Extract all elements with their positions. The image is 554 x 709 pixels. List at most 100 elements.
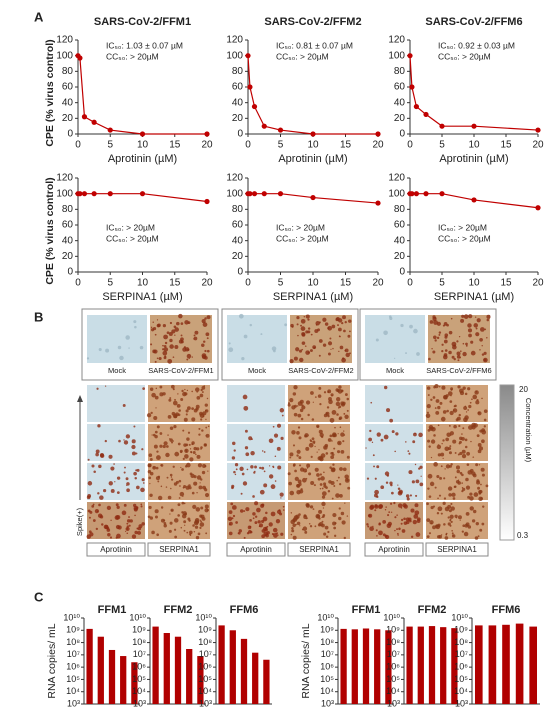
stain (177, 514, 180, 517)
micrograph (227, 424, 285, 461)
x-tick-label: 20 (372, 140, 384, 151)
stain (338, 416, 343, 420)
stain (325, 535, 329, 538)
stain (486, 337, 488, 339)
stain (400, 507, 403, 509)
bar (131, 662, 138, 704)
stain (316, 425, 319, 428)
stain (191, 491, 195, 495)
stain (346, 397, 350, 401)
x-tick-label: 10 (307, 140, 319, 151)
stain (141, 448, 144, 451)
stain (330, 480, 335, 486)
stain (196, 475, 202, 480)
stain (203, 443, 208, 447)
stain (193, 446, 197, 451)
point (471, 197, 477, 203)
stain (228, 510, 233, 514)
y-tick-label: 10⁴ (320, 686, 334, 696)
stain (385, 506, 387, 508)
stain (415, 494, 418, 497)
point (413, 103, 419, 110)
stain (93, 470, 96, 474)
column-label: Aprotinin (240, 545, 272, 554)
stain (344, 393, 348, 396)
stain (477, 411, 480, 414)
stain (298, 482, 302, 486)
stain (115, 515, 121, 520)
stain (486, 314, 491, 319)
stain (171, 411, 176, 416)
stain (266, 531, 270, 535)
y-tick-label: 10⁹ (132, 625, 146, 635)
stain (309, 439, 312, 442)
stain (148, 453, 153, 457)
point (91, 119, 97, 125)
stain (323, 471, 325, 474)
stain (160, 485, 163, 488)
stain (435, 410, 440, 415)
stain (166, 476, 169, 479)
y-axis-label: RNA copies/ mL (46, 623, 58, 698)
x-tick-label: 20 (201, 278, 213, 289)
y-tick-label: 20 (62, 251, 74, 262)
stain (469, 506, 474, 511)
stain (452, 497, 456, 500)
stain (336, 450, 341, 454)
stain (116, 518, 119, 520)
y-tick-label: 20 (62, 113, 74, 124)
stain (462, 386, 466, 390)
stain (239, 466, 244, 471)
stain (371, 441, 374, 444)
stain (88, 516, 91, 519)
stain (323, 482, 327, 486)
stain (374, 509, 377, 512)
x-tick-label: 5 (439, 278, 445, 289)
stain (197, 463, 203, 468)
stain (324, 525, 329, 530)
stain (453, 357, 456, 361)
stain (465, 511, 470, 516)
stain (118, 439, 121, 443)
stain (437, 444, 439, 446)
stain (228, 521, 233, 526)
stain (293, 385, 298, 390)
micrograph (87, 385, 145, 422)
stain (249, 525, 252, 528)
stain (408, 470, 413, 475)
stain (461, 473, 464, 477)
stain (375, 529, 378, 532)
stain (279, 492, 284, 497)
stain (177, 503, 181, 507)
annotation: CC₅₀: > 20µM (276, 51, 329, 61)
stain (116, 476, 121, 480)
stain (462, 427, 465, 430)
stain (287, 403, 291, 407)
stain (272, 527, 278, 533)
stain (126, 482, 130, 486)
stain (319, 483, 323, 486)
stain (186, 358, 189, 361)
concentration-min: 0.3 (517, 531, 529, 540)
stain (318, 339, 323, 343)
stain (455, 465, 460, 470)
stain (159, 385, 163, 389)
stain (405, 520, 410, 525)
stain (429, 520, 434, 525)
stain (453, 424, 457, 429)
stain (207, 470, 209, 472)
micrograph (227, 315, 287, 363)
stain (441, 385, 446, 390)
stain (400, 323, 404, 328)
y-tick-label: 120 (226, 173, 243, 184)
stain (308, 442, 314, 448)
stain (455, 517, 458, 519)
stain (441, 442, 443, 445)
stain (445, 464, 451, 469)
stain (104, 385, 107, 387)
stain (416, 519, 421, 524)
stain (346, 515, 349, 517)
stain (292, 392, 297, 396)
stain (344, 414, 349, 419)
bar (120, 656, 127, 704)
